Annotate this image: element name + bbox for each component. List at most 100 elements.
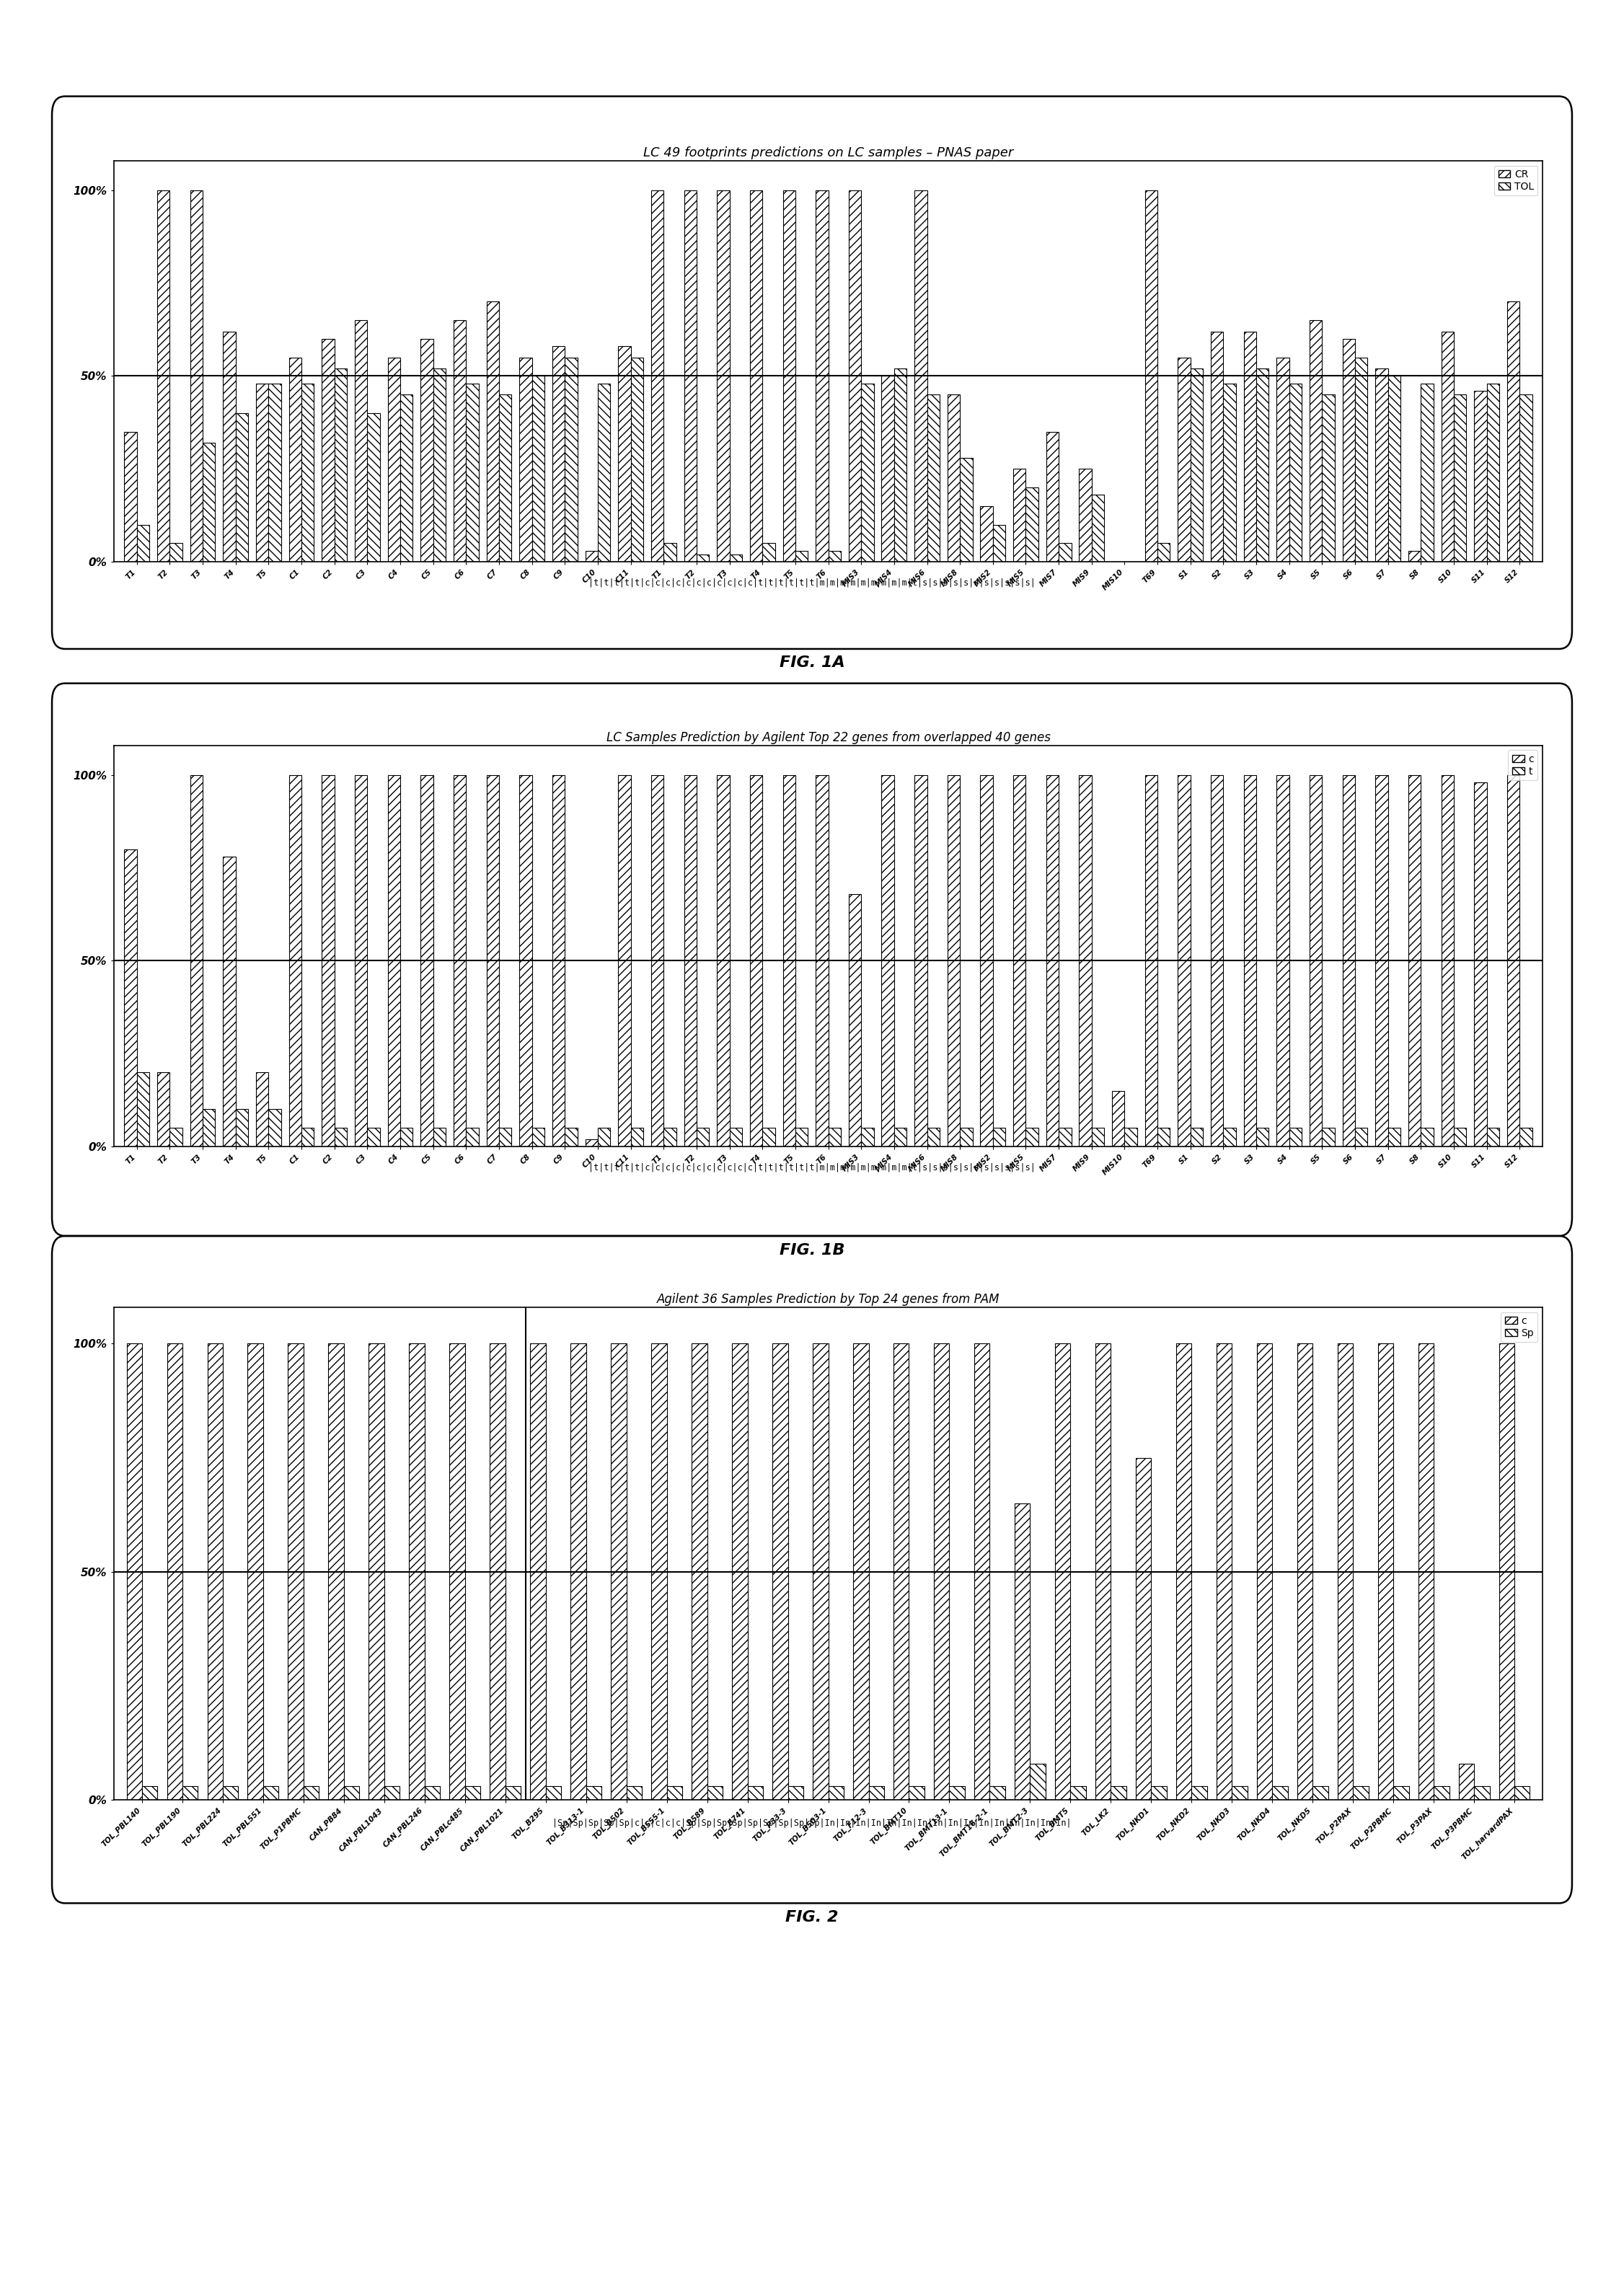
Bar <box>499 1128 512 1146</box>
Bar <box>1276 358 1289 562</box>
Bar <box>1309 321 1322 562</box>
Text: FIG. 2: FIG. 2 <box>786 1910 838 1924</box>
Bar <box>158 1073 169 1146</box>
Bar <box>1507 303 1520 562</box>
Bar <box>190 775 203 1146</box>
Bar <box>684 775 697 1146</box>
Bar <box>263 1786 278 1800</box>
Bar <box>235 413 248 562</box>
Bar <box>1212 332 1223 562</box>
Bar <box>203 1110 214 1146</box>
Bar <box>619 346 630 562</box>
Bar <box>828 550 841 562</box>
Bar <box>520 358 533 562</box>
Bar <box>934 1344 950 1800</box>
Bar <box>1190 1128 1203 1146</box>
Bar <box>651 1344 667 1800</box>
Bar <box>783 190 796 562</box>
Bar <box>127 1344 141 1800</box>
Bar <box>585 1140 598 1146</box>
Bar <box>1111 1786 1125 1800</box>
Bar <box>697 555 710 562</box>
Bar <box>992 525 1005 562</box>
Bar <box>598 1128 611 1146</box>
Bar <box>235 1110 248 1146</box>
Bar <box>136 1073 149 1146</box>
Bar <box>434 1128 445 1146</box>
Bar <box>257 383 268 562</box>
Bar <box>664 1128 676 1146</box>
Bar <box>453 775 466 1146</box>
Bar <box>1192 1786 1207 1800</box>
Bar <box>1389 1128 1400 1146</box>
Bar <box>796 1128 807 1146</box>
Bar <box>697 1128 710 1146</box>
Bar <box>1257 369 1268 562</box>
Bar <box>169 543 182 562</box>
Bar <box>828 1128 841 1146</box>
Bar <box>1145 190 1158 562</box>
Bar <box>960 459 973 562</box>
Title: LC Samples Prediction by Agilent Top 22 genes from overlapped 40 genes: LC Samples Prediction by Agilent Top 22 … <box>606 731 1051 745</box>
Bar <box>344 1786 359 1800</box>
Bar <box>304 1786 318 1800</box>
Bar <box>1408 550 1421 562</box>
Bar <box>1389 376 1400 562</box>
Bar <box>611 1344 627 1800</box>
Bar <box>1442 332 1453 562</box>
Bar <box>141 1786 158 1800</box>
Bar <box>367 1128 380 1146</box>
Bar <box>1418 1344 1434 1800</box>
Bar <box>490 1344 505 1800</box>
Bar <box>222 332 235 562</box>
Bar <box>322 339 335 562</box>
Bar <box>487 303 499 562</box>
Bar <box>182 1786 198 1800</box>
Bar <box>1520 394 1533 562</box>
Bar <box>1216 1344 1233 1800</box>
Bar <box>750 775 762 1146</box>
Bar <box>354 321 367 562</box>
Bar <box>1379 1344 1393 1800</box>
Bar <box>1244 332 1257 562</box>
Legend: c, t: c, t <box>1509 750 1538 780</box>
Bar <box>716 190 729 562</box>
Bar <box>706 1786 723 1800</box>
Bar <box>287 1344 304 1800</box>
Bar <box>1190 369 1203 562</box>
Bar <box>565 1128 577 1146</box>
Bar <box>302 1128 313 1146</box>
Bar <box>565 358 577 562</box>
Bar <box>849 190 861 562</box>
Bar <box>222 1786 239 1800</box>
Bar <box>533 1128 544 1146</box>
Bar <box>732 1344 747 1800</box>
Bar <box>729 1128 742 1146</box>
Bar <box>630 1128 643 1146</box>
Bar <box>598 383 611 562</box>
Bar <box>861 1128 874 1146</box>
Bar <box>421 339 434 562</box>
Bar <box>1322 394 1335 562</box>
Bar <box>1257 1128 1268 1146</box>
Bar <box>434 369 445 562</box>
Bar <box>869 1786 883 1800</box>
Bar <box>1096 1344 1111 1800</box>
Text: |Sp|Sp|Sp|Sp|Sp|c|c|c|c|c|Sp|Sp|Sp|Sp|Sp|Sp|Sp|Sp|Sp|In|In|In|In|In|In|In|In|In|: |Sp|Sp|Sp|Sp|Sp|c|c|c|c|c|Sp|Sp|Sp|Sp|Sp… <box>552 1818 1072 1828</box>
Bar <box>302 383 313 562</box>
Bar <box>585 550 598 562</box>
Bar <box>914 775 927 1146</box>
Bar <box>385 1786 400 1800</box>
Bar <box>747 1786 763 1800</box>
Bar <box>1145 775 1158 1146</box>
Bar <box>893 1344 909 1800</box>
Bar <box>853 1344 869 1800</box>
Bar <box>1338 1344 1353 1800</box>
Bar <box>1177 775 1190 1146</box>
Bar <box>1276 775 1289 1146</box>
Bar <box>927 394 940 562</box>
Bar <box>248 1344 263 1800</box>
Legend: CR, TOL: CR, TOL <box>1494 165 1538 195</box>
Bar <box>1177 358 1190 562</box>
Bar <box>1393 1786 1408 1800</box>
